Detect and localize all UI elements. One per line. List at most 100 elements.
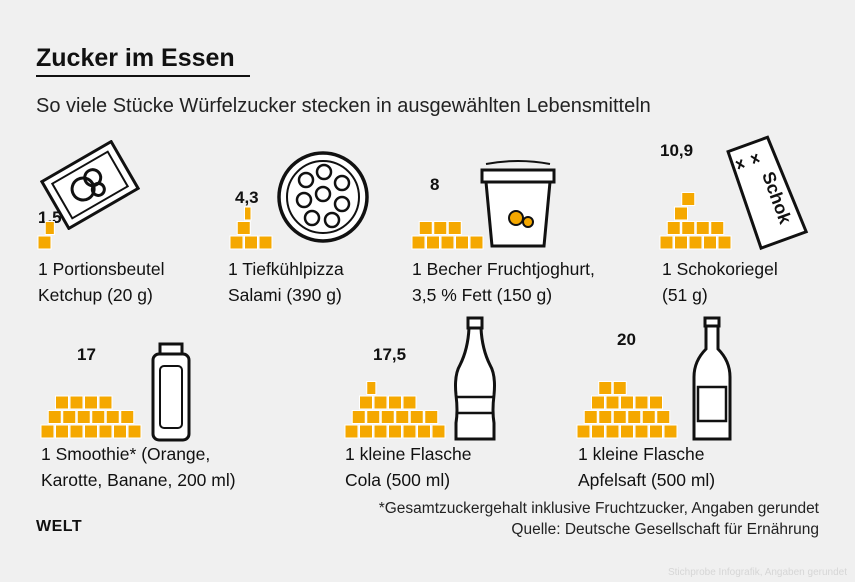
publisher-logo: WELT [36, 518, 83, 535]
sugar-cube-apple-juice [612, 381, 627, 395]
category-label-line: Ketchup (20 g) [38, 285, 153, 305]
sugar-cube-chocolate [703, 235, 717, 250]
category-label-line: 1 Becher Fruchtjoghurt, [412, 259, 595, 279]
sugar-cube-cola [373, 424, 388, 439]
sugar-cube-pizza [236, 221, 251, 235]
value-label-chocolate: 10,9 [660, 141, 694, 160]
sugar-cube-chocolate [695, 221, 710, 235]
sugar-cube-apple-juice [663, 424, 678, 439]
juice-bottle-icon [692, 316, 732, 441]
sugar-cube-chocolate [659, 235, 674, 250]
sugar-cube-cola [431, 424, 446, 439]
sugar-cube-yogurt [447, 221, 462, 235]
ketchup-sachet-icon [40, 140, 140, 230]
value-label-smoothie: 17 [77, 345, 96, 364]
sugar-cube-yogurt [469, 235, 484, 250]
sugar-cube-ketchup [44, 221, 55, 235]
sugar-cube-smoothie [55, 424, 69, 439]
sugar-cube-pizza [229, 235, 244, 250]
sugar-cube-chocolate [681, 192, 696, 206]
sugar-cube-cola [388, 424, 402, 439]
sugar-cube-apple-juice [656, 410, 671, 424]
smoothie-bottle-icon [151, 342, 191, 442]
sugar-cube-apple-juice [576, 424, 591, 439]
sugar-cube-smoothie [69, 424, 84, 439]
sugar-cube-apple-juice [598, 381, 613, 395]
sugar-cube-apple-juice [605, 395, 620, 410]
sugar-cube-chocolate [710, 221, 725, 235]
category-label-line: Karotte, Banane, 200 ml) [41, 470, 236, 490]
sugar-cube-chocolate [674, 235, 688, 250]
sugar-cube-chocolate [681, 221, 696, 235]
cola-bottle-icon [454, 316, 496, 441]
sugar-cube-smoothie [120, 410, 135, 424]
category-label-line: 3,5 % Fett (150 g) [412, 285, 553, 305]
sugar-cube-yogurt [433, 221, 448, 235]
watermark: Stichprobe Infografik, Angaben gerundet [667, 567, 847, 578]
sugar-cube-smoothie [105, 410, 120, 424]
sugar-cube-cola [409, 410, 424, 424]
sugar-cube-yogurt [440, 235, 455, 250]
category-label-line: 1 kleine Flasche [578, 444, 705, 464]
sugar-cube-smoothie [76, 410, 91, 424]
category-label-smoothie: 1 Smoothie* (Orange, Karotte, Banane, 20… [41, 441, 236, 493]
chocolate-bar-icon: Schok [726, 135, 809, 251]
category-label-apple-juice: 1 kleine Flasche Apfelsaft (500 ml) [578, 441, 715, 493]
category-label-line: 1 Schokoriegel [662, 259, 778, 279]
sugar-cube-yogurt [426, 235, 440, 250]
sugar-cube-cola [424, 410, 439, 424]
sugar-cube-cola [344, 424, 359, 439]
category-label-line: 1 kleine Flasche [345, 444, 472, 464]
sugar-cube-pizza [244, 206, 252, 221]
category-label-pizza: 1 Tiefkühlpizza Salami (390 g) [228, 256, 344, 308]
footnote: *Gesamtzuckergehalt inklusive Fruchtzuck… [378, 500, 819, 517]
sugar-cube-apple-juice [627, 410, 642, 424]
sugar-cube-cola [417, 424, 431, 439]
sugar-cube-apple-juice [649, 395, 663, 410]
title-underline [36, 75, 250, 77]
sugar-cube-apple-juice [634, 424, 649, 439]
sugar-cube-apple-juice [598, 410, 613, 424]
sugar-cube-pizza [244, 235, 258, 250]
category-label-line: Salami (390 g) [228, 285, 342, 305]
sugar-cube-yogurt [411, 235, 426, 250]
sugar-cube-apple-juice [634, 395, 649, 410]
category-label-line: 1 Smoothie* (Orange, [41, 444, 211, 464]
sugar-cube-cola [366, 381, 377, 395]
chart-title: Zucker im Essen [36, 44, 235, 72]
sugar-cube-apple-juice [591, 424, 605, 439]
pizza-icon [277, 151, 369, 243]
category-label-cola: 1 kleine Flasche Cola (500 ml) [345, 441, 471, 493]
value-label-cola: 17,5 [373, 345, 407, 364]
sugar-cube-chocolate [674, 206, 688, 221]
category-label-chocolate: 1 Schokoriegel (51 g) [662, 256, 778, 308]
sugar-cube-cola [359, 424, 373, 439]
category-label-line: (51 g) [662, 285, 708, 305]
value-label-apple-juice: 20 [617, 330, 636, 349]
category-label-line: 1 Tiefkühlpizza [228, 259, 344, 279]
sugar-cube-apple-juice [620, 395, 634, 410]
sugar-cube-smoothie [62, 410, 77, 424]
category-label-line: 1 Portionsbeutel [38, 259, 165, 279]
value-label-yogurt: 8 [430, 175, 440, 194]
sugar-cube-yogurt [418, 221, 433, 235]
sugar-cube-apple-juice [620, 424, 634, 439]
category-label-line: Apfelsaft (500 ml) [578, 470, 716, 490]
chart-subtitle: So viele Stücke Würfelzucker stecken in … [36, 95, 651, 117]
sugar-cube-smoothie [40, 424, 55, 439]
sugar-cube-apple-juice [649, 424, 663, 439]
source-note: Quelle: Deutsche Gesellschaft für Ernähr… [511, 521, 819, 538]
sugar-cube-apple-juice [641, 410, 656, 424]
sugar-cube-pizza [258, 235, 273, 250]
sugar-cube-smoothie [113, 424, 127, 439]
sugar-cube-smoothie [98, 395, 113, 410]
sugar-cube-smoothie [91, 410, 106, 424]
value-label-ketchup: 1,5 [38, 208, 62, 227]
sugar-cube-chocolate [688, 235, 703, 250]
category-label-line: Cola (500 ml) [345, 470, 451, 490]
sugar-cube-smoothie [84, 424, 98, 439]
sugar-cube-apple-juice [583, 410, 598, 424]
value-label-pizza: 4,3 [235, 188, 259, 207]
